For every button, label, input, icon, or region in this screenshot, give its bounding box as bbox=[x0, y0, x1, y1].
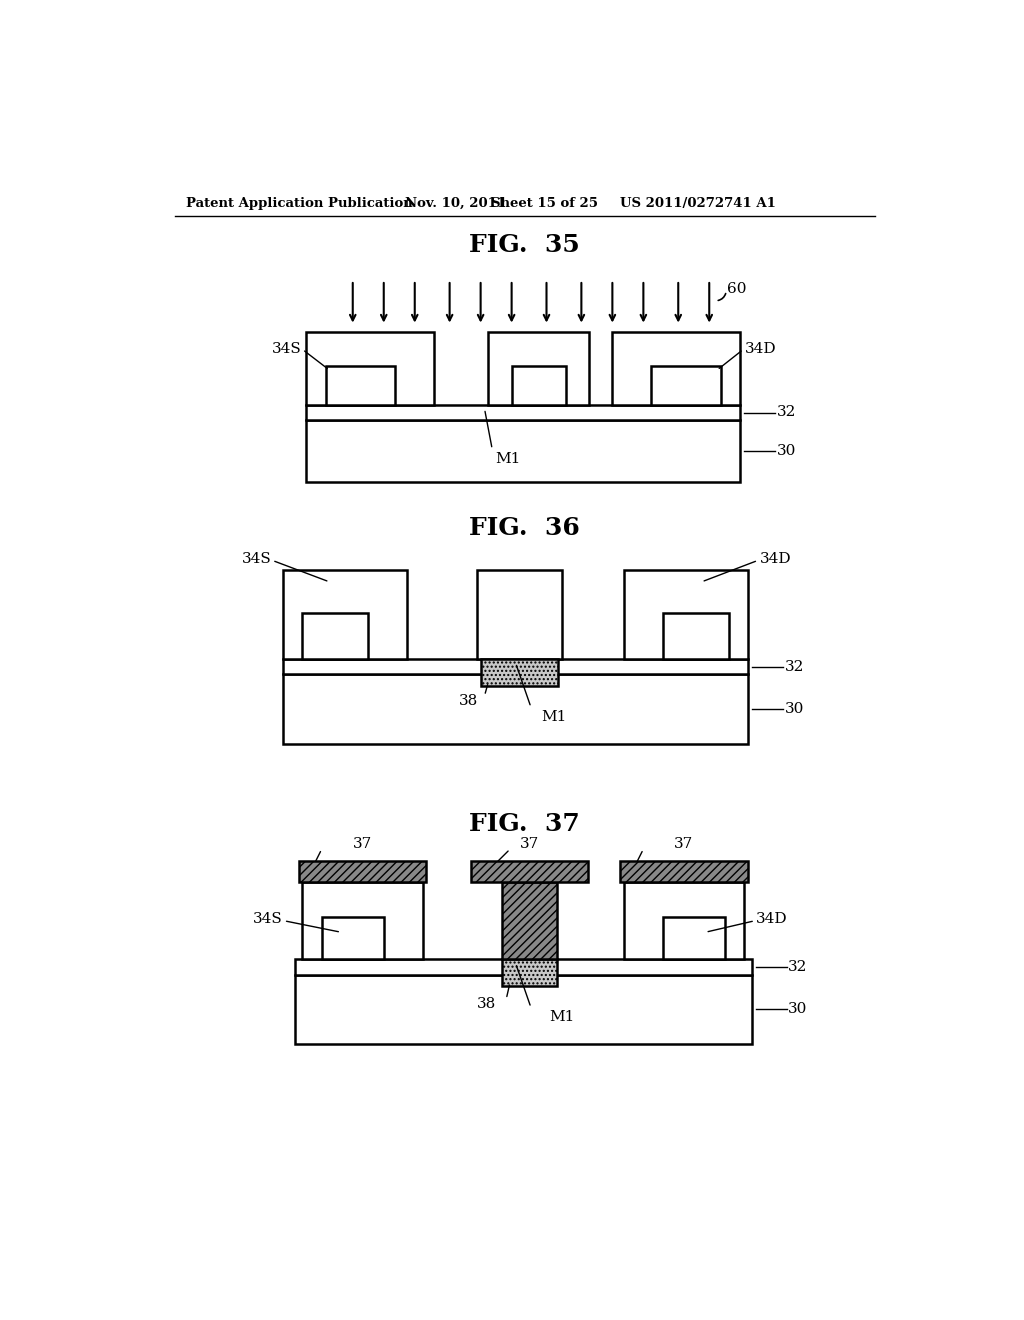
Text: 37: 37 bbox=[520, 837, 539, 850]
Text: M1: M1 bbox=[549, 1010, 574, 1024]
Text: M1: M1 bbox=[495, 451, 520, 466]
Text: 30: 30 bbox=[784, 702, 804, 715]
Text: 34D: 34D bbox=[760, 552, 792, 566]
Bar bbox=[283, 570, 407, 659]
Text: 34S: 34S bbox=[253, 912, 283, 927]
Text: 34S: 34S bbox=[242, 552, 271, 566]
Bar bbox=[295, 960, 752, 974]
Text: 32: 32 bbox=[776, 405, 796, 420]
Bar bbox=[322, 917, 384, 960]
Text: FIG.  36: FIG. 36 bbox=[469, 516, 581, 540]
Bar bbox=[306, 420, 740, 482]
Bar bbox=[512, 367, 566, 405]
Text: 32: 32 bbox=[788, 960, 808, 974]
Text: 37: 37 bbox=[352, 837, 372, 850]
Bar bbox=[663, 917, 725, 960]
Bar bbox=[283, 675, 748, 743]
Bar bbox=[663, 612, 729, 659]
Text: 30: 30 bbox=[776, 444, 796, 458]
Text: 38: 38 bbox=[460, 694, 478, 709]
Bar bbox=[477, 570, 562, 659]
Text: 30: 30 bbox=[788, 1002, 808, 1016]
Bar bbox=[306, 405, 740, 420]
Text: 34D: 34D bbox=[744, 342, 776, 356]
Bar bbox=[621, 861, 748, 882]
Bar bbox=[299, 861, 426, 882]
Bar bbox=[306, 331, 434, 405]
Bar bbox=[302, 612, 369, 659]
Bar bbox=[302, 882, 423, 960]
Text: US 2011/0272741 A1: US 2011/0272741 A1 bbox=[621, 197, 776, 210]
Bar bbox=[612, 331, 740, 405]
Text: 34D: 34D bbox=[756, 912, 787, 927]
Text: FIG.  37: FIG. 37 bbox=[469, 812, 581, 837]
Text: 32: 32 bbox=[784, 660, 804, 673]
Bar bbox=[503, 882, 557, 960]
Bar bbox=[326, 367, 395, 405]
Text: Sheet 15 of 25: Sheet 15 of 25 bbox=[490, 197, 598, 210]
Text: 34S: 34S bbox=[271, 342, 302, 356]
Bar bbox=[283, 659, 748, 675]
Bar bbox=[488, 331, 589, 405]
Bar bbox=[651, 367, 721, 405]
Bar bbox=[295, 974, 752, 1044]
Text: Nov. 10, 2011: Nov. 10, 2011 bbox=[404, 197, 506, 210]
Text: 60: 60 bbox=[727, 282, 746, 296]
Text: 37: 37 bbox=[674, 837, 693, 850]
Text: Patent Application Publication: Patent Application Publication bbox=[186, 197, 413, 210]
Bar bbox=[471, 861, 588, 882]
Text: M1: M1 bbox=[542, 710, 567, 723]
Text: 38: 38 bbox=[477, 997, 497, 1011]
Bar bbox=[480, 659, 558, 686]
Bar bbox=[503, 960, 557, 986]
Bar bbox=[624, 570, 748, 659]
Text: FIG.  35: FIG. 35 bbox=[469, 232, 581, 256]
Bar bbox=[624, 882, 744, 960]
